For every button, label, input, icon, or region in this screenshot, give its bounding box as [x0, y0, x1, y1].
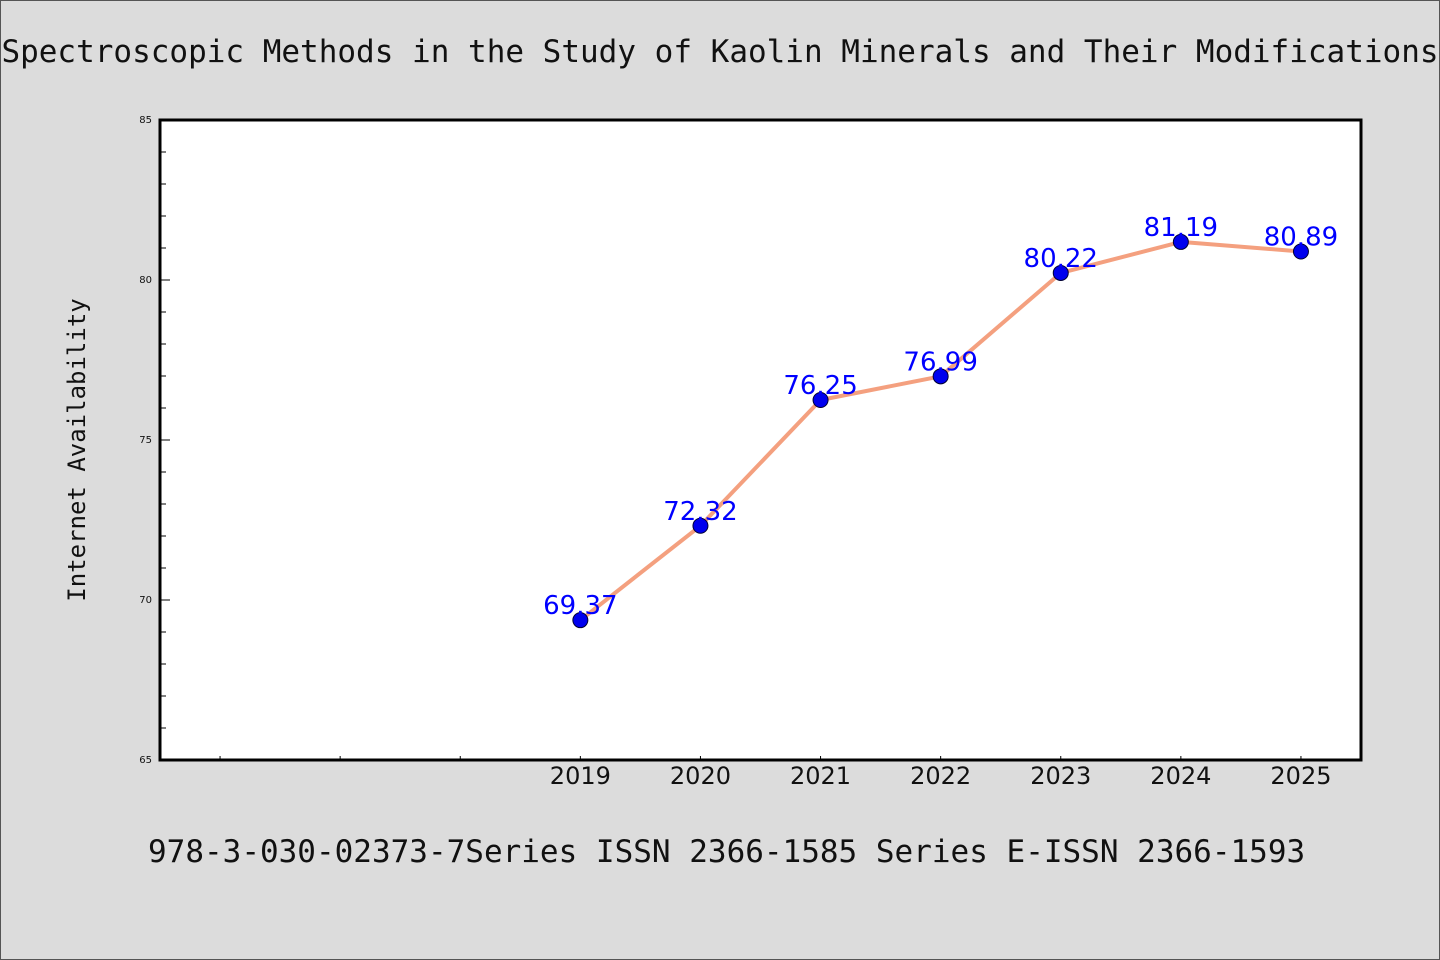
data-label: 80.89 [1264, 223, 1338, 253]
footer-text: 978-3-030-02373-7Series ISSN 2366-1585 S… [148, 834, 1306, 870]
x-tick-label: 2025 [1270, 762, 1331, 790]
plot-area [158, 118, 1363, 762]
x-tick-label: 2021 [790, 762, 851, 790]
data-point [812, 392, 829, 408]
y-tick-label: 85 [139, 115, 152, 126]
x-tick-label: 2019 [550, 762, 611, 790]
data-label: 76.99 [903, 347, 977, 377]
data-point [692, 517, 709, 534]
y-axis-ticks: 65 70 75 80 85 [139, 115, 170, 766]
data-label: 80.22 [1024, 244, 1098, 274]
y-tick-label: 80 [139, 275, 152, 286]
data-label: 76.25 [783, 371, 857, 401]
x-tick-label: 2023 [1030, 762, 1091, 790]
chart-title: Spectroscopic Methods in the Study of Ka… [1, 34, 1439, 70]
data-label: 69.37 [543, 591, 617, 621]
data-point [1172, 233, 1189, 250]
data-point [1292, 243, 1309, 260]
data-point [572, 612, 589, 629]
x-tick-label: 2020 [670, 762, 731, 790]
data-label: 72.32 [663, 497, 737, 527]
y-tick-label: 65 [139, 755, 152, 766]
x-tick-label: 2024 [1150, 762, 1211, 790]
data-labels: 69.37 72.32 76.25 76.99 80.22 81.19 80.89 [543, 213, 1338, 621]
y-tick-label: 75 [139, 435, 152, 446]
data-point [1052, 264, 1069, 281]
data-point [932, 368, 949, 385]
y-tick-label: 70 [139, 595, 152, 606]
data-label: 81.19 [1144, 213, 1218, 243]
series-layer [572, 233, 1309, 629]
x-tick-label: 2022 [910, 762, 971, 790]
x-axis-ticks: 2019 2020 2021 2022 2023 2024 2025 [219, 756, 1331, 790]
